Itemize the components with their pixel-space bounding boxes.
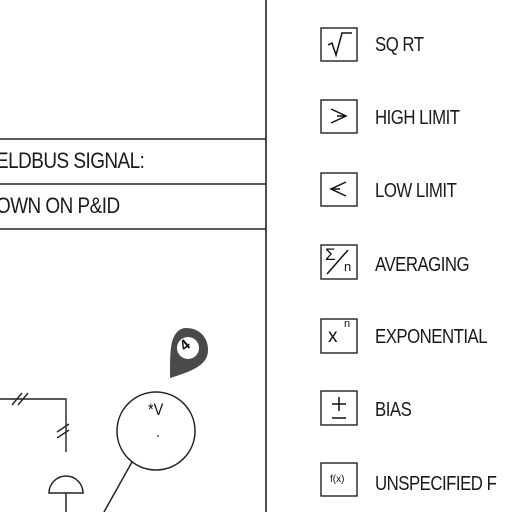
legend-label-low-limit: LOW LIMIT xyxy=(375,180,457,202)
function-fx: f(x) xyxy=(330,474,345,485)
averaging-sigma: Σ xyxy=(325,245,336,264)
instrument-tag: *V xyxy=(148,400,164,419)
actuator-symbol xyxy=(48,475,84,512)
legend-box-avg xyxy=(320,244,358,280)
legend-label-high-limit: HIGH LIMIT xyxy=(375,107,460,129)
legend-box-bias xyxy=(320,390,358,426)
legend-label-sqrt: SQ RT xyxy=(375,34,424,56)
exponential-x: x xyxy=(328,326,338,347)
legend-boxes xyxy=(320,27,358,497)
legend-box-sqrt xyxy=(320,27,358,62)
legend-symbols xyxy=(326,32,352,419)
instrument-bubble xyxy=(103,391,196,512)
averaging-slash xyxy=(326,249,349,275)
legend-label-unspecified: UNSPECIFIED F xyxy=(375,473,497,495)
note-table xyxy=(0,138,266,230)
legend-label-averaging: AVERAGING xyxy=(375,254,470,276)
legend-box-exp xyxy=(320,318,358,354)
exponential-n: n xyxy=(344,318,351,330)
note-line-2: OWN ON P&ID xyxy=(0,193,120,218)
note-line-1: ELDBUS SIGNAL: xyxy=(0,148,145,173)
legend-label-exponential: EXPONENTIAL xyxy=(375,326,488,348)
averaging-n: n xyxy=(344,259,352,274)
signal-line xyxy=(0,392,70,452)
legend-label-bias: BIAS xyxy=(375,399,412,421)
legend-box-fx xyxy=(320,462,358,497)
square-root-icon xyxy=(327,32,352,58)
flag-marker xyxy=(170,328,208,378)
legend-box-low xyxy=(320,172,358,207)
legend-box-high xyxy=(320,99,358,134)
